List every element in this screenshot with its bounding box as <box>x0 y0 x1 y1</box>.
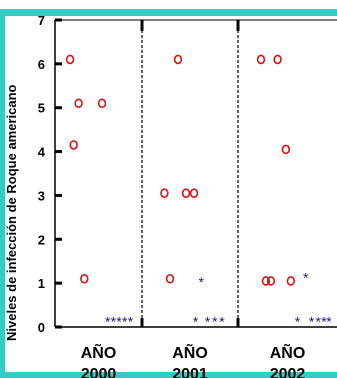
star-point: * <box>315 313 321 329</box>
star-point: * <box>122 313 128 329</box>
y-tick-label: 5 <box>38 101 45 116</box>
y-tick-label: 1 <box>38 276 45 291</box>
panel-labels: AÑO 2000 AÑO 2001 AÑO 2002 <box>81 342 306 378</box>
star-point: * <box>128 313 134 329</box>
star-point: * <box>205 313 211 329</box>
frame-top-bar <box>0 9 337 16</box>
divider-cap-top <box>140 20 144 31</box>
y-axis: 0 1 2 3 4 5 6 7 <box>38 13 337 335</box>
star-point: * <box>326 313 332 329</box>
circle-point <box>80 273 89 284</box>
star-point: * <box>193 313 199 329</box>
star-point: * <box>321 313 327 329</box>
panel-dividers <box>140 20 240 327</box>
circle-point <box>181 188 191 199</box>
circle-point <box>173 54 183 65</box>
circle-point <box>273 54 282 65</box>
data-points: * * * * *** * * *** * * * * <box>65 54 332 329</box>
circle-point <box>74 98 83 109</box>
circle-point <box>165 273 175 284</box>
circle-point <box>65 54 75 65</box>
panel-label-line2: 2001 <box>172 366 208 378</box>
panel-label-line2: 2000 <box>81 366 117 378</box>
star-point: * <box>295 313 301 329</box>
star-point: * <box>212 313 218 329</box>
circle-point <box>97 98 107 109</box>
y-tick-label: 6 <box>38 57 45 72</box>
frame-left-bar <box>0 9 5 378</box>
y-tick-label: 2 <box>38 232 45 247</box>
panel-label-line1: AÑO <box>172 342 208 362</box>
chart-frame <box>0 9 337 378</box>
circle-point <box>261 276 271 286</box>
y-tick-label: 0 <box>38 320 45 335</box>
y-tick-label: 4 <box>38 145 46 160</box>
y-axis-label: Niveles de infección de Roque americano <box>4 84 19 341</box>
star-point: * <box>309 313 315 329</box>
circle-point <box>256 54 266 65</box>
star-point: * <box>105 313 111 329</box>
star-point: * <box>111 313 117 329</box>
star-point: * <box>303 270 309 286</box>
divider-cap-bottom <box>236 318 240 327</box>
panel-label-line2: 2002 <box>270 366 306 378</box>
circle-point <box>160 188 169 199</box>
circle-point <box>286 276 296 286</box>
y-tick-label: 3 <box>38 188 45 203</box>
star-point: * <box>198 274 204 290</box>
circle-point <box>266 276 276 286</box>
y-tick-label: 7 <box>38 13 45 28</box>
circle-point <box>69 140 78 150</box>
panel-label-line1: AÑO <box>81 342 117 362</box>
divider-cap-top <box>236 20 240 31</box>
frame-bottom-bar <box>0 372 337 378</box>
star-point: * <box>219 313 225 329</box>
circle-point <box>189 188 199 199</box>
panel-label-line1: AÑO <box>270 342 306 362</box>
divider-cap-bottom <box>140 318 144 327</box>
star-point: * <box>116 313 122 329</box>
circle-point <box>281 144 291 155</box>
